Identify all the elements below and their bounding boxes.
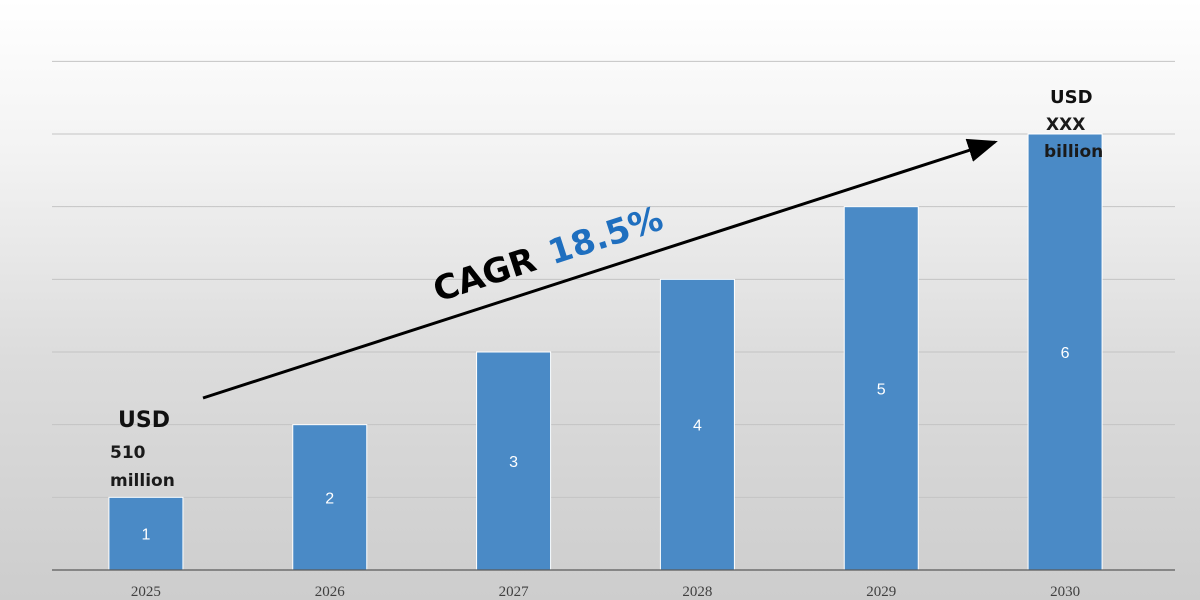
bar-2028 <box>659 278 735 571</box>
bar-value-label-2028: 4 <box>693 418 702 435</box>
bar-2027 <box>476 351 552 571</box>
end-annotation-unit: billion <box>1044 142 1103 162</box>
start-annotation-usd: USD <box>118 408 170 433</box>
bar-value-label-2026: 2 <box>325 490 334 507</box>
bar-value-label-2030: 6 <box>1061 345 1070 362</box>
x-tick-label-2030: 2030 <box>1050 584 1080 600</box>
start-annotation-unit: million <box>110 471 175 491</box>
x-tick-labels: 2025 2026 2027 2028 2029 2030 <box>131 584 1080 600</box>
bars: 1 2 3 4 5 6 <box>108 133 1103 571</box>
bar-value-label-2029: 5 <box>877 381 886 398</box>
cagr-label: CAGR 18.5% <box>428 199 668 311</box>
bar-value-label-2025: 1 <box>141 527 150 544</box>
end-annotation-value: XXX <box>1046 115 1085 135</box>
bar-2029 <box>843 206 919 571</box>
x-tick-label-2028: 2028 <box>682 584 712 600</box>
growth-arrow <box>202 138 998 400</box>
cagr-rate: 18.5% <box>543 199 668 273</box>
bar-2030 <box>1027 133 1103 571</box>
end-annotation-usd: USD <box>1050 87 1093 108</box>
cagr-prefix: CAGR <box>428 240 541 311</box>
bar-2026 <box>292 424 368 571</box>
x-tick-label-2029: 2029 <box>866 584 896 600</box>
x-tick-label-2027: 2027 <box>499 584 530 600</box>
x-tick-label-2026: 2026 <box>315 584 346 600</box>
gridlines <box>52 60 1175 498</box>
bar-value-label-2027: 3 <box>509 454 518 471</box>
x-tick-label-2025: 2025 <box>131 584 161 600</box>
start-annotation-value: 510 <box>110 443 146 463</box>
